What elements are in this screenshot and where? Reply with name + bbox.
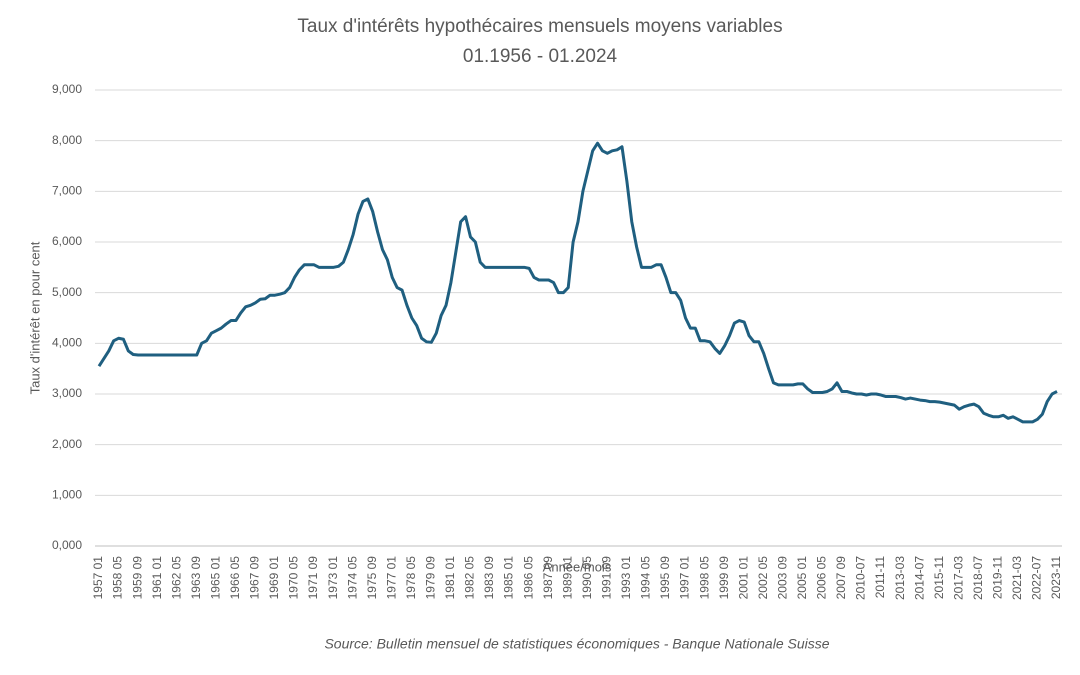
- x-tick-label: 1963 09: [189, 556, 203, 600]
- x-tick-label: 2006 05: [815, 556, 829, 600]
- x-tick-label: 2014-07: [912, 556, 926, 600]
- x-tick-label: 1989 01: [560, 556, 574, 600]
- x-tick-label: 2005 01: [795, 556, 809, 600]
- x-tick-label: 2018-07: [971, 556, 985, 600]
- x-tick-label: 1978 05: [404, 556, 418, 600]
- x-tick-label: 1981 01: [443, 556, 457, 600]
- x-tick-label: 1965 01: [208, 556, 222, 600]
- x-tick-label: 1967 09: [248, 556, 262, 600]
- x-tick-label: 1970 05: [287, 556, 301, 600]
- x-tick-label: 1987 09: [541, 556, 555, 600]
- x-tick-label: 1994 05: [639, 556, 653, 600]
- y-tick-label: 8,000: [52, 133, 82, 147]
- x-tick-label: 1983 09: [482, 556, 496, 600]
- x-tick-label: 2010-07: [854, 556, 868, 600]
- x-tick-label: 1993 01: [619, 556, 633, 600]
- x-tick-label: 1985 01: [502, 556, 516, 600]
- y-tick-label: 0,000: [52, 538, 82, 552]
- x-tick-label: 2023-11: [1049, 556, 1063, 599]
- y-tick-label: 2,000: [52, 437, 82, 451]
- x-tick-label: 1973 01: [326, 556, 340, 600]
- y-axis-title: Taux d'intérêt en pour cent: [27, 241, 42, 394]
- x-tick-label: 1997 01: [678, 556, 692, 600]
- x-axis-title: Année/mois: [543, 559, 612, 574]
- x-tick-label: 1961 01: [150, 556, 164, 600]
- x-tick-label: 2013-03: [893, 556, 907, 600]
- chart-title: Taux d'intérêts hypothécaires mensuels m…: [297, 16, 782, 37]
- x-tick-label: 2017-03: [951, 556, 965, 600]
- data-line: [97, 141, 1058, 424]
- y-tick-label: 4,000: [52, 336, 82, 350]
- y-tick-label: 3,000: [52, 386, 82, 400]
- x-tick-label: 1999 09: [717, 556, 731, 600]
- chart-subtitle: 01.1956 - 01.2024: [463, 46, 618, 67]
- y-tick-label: 9,000: [52, 82, 82, 96]
- x-tick-label: 2021-03: [1010, 556, 1024, 600]
- x-tick-label: 1969 01: [267, 556, 281, 600]
- x-tick-label: 2011-11: [873, 556, 887, 599]
- x-tick-label: 1991 09: [599, 556, 613, 600]
- x-tick-label: 1971 09: [306, 556, 320, 600]
- x-tick-label: 2001 01: [736, 556, 750, 600]
- x-tick-label: 1974 05: [345, 556, 359, 600]
- x-tick-label: 2002 05: [756, 556, 770, 600]
- x-tick-label: 1986 05: [521, 556, 535, 600]
- source-note: Source: Bulletin mensuel de statistiques…: [324, 636, 829, 652]
- x-tick-label: 1977 01: [384, 556, 398, 600]
- x-tick-label: 2003 09: [775, 556, 789, 600]
- x-tick-label: 1957 01: [91, 556, 105, 600]
- y-tick-label: 7,000: [52, 184, 82, 198]
- y-tick-label: 5,000: [52, 285, 82, 299]
- x-tick-label: 1982 05: [463, 556, 477, 600]
- x-tick-label: 1995 09: [658, 556, 672, 600]
- y-tick-label: 1,000: [52, 488, 82, 502]
- x-tick-label: 1962 05: [169, 556, 183, 600]
- x-tick-label: 1958 05: [111, 556, 125, 600]
- x-tick-label: 1990 05: [580, 556, 594, 600]
- x-tick-label: 1959 09: [130, 556, 144, 600]
- x-tick-label: 1966 05: [228, 556, 242, 600]
- y-tick-label: 6,000: [52, 234, 82, 248]
- x-tick-label: 2019-11: [991, 556, 1005, 599]
- x-tick-label: 2015-11: [932, 556, 946, 599]
- x-tick-label: 2022-07: [1030, 556, 1044, 600]
- x-tick-label: 1979 09: [424, 556, 438, 600]
- x-tick-label: 2007 09: [834, 556, 848, 600]
- x-tick-label: 1998 05: [697, 556, 711, 600]
- x-tick-label: 1975 09: [365, 556, 379, 600]
